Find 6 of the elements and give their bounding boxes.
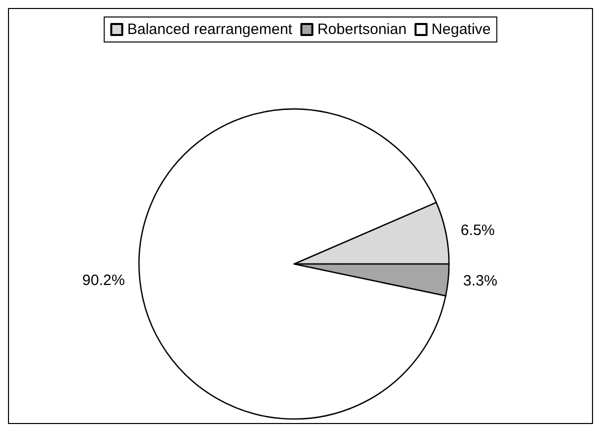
legend-label: Balanced rearrangement [127,21,294,38]
data-label: 3.3% [463,272,498,290]
data-label: 90.2% [82,272,125,290]
legend-label: Robertsonian [317,21,407,38]
data-label: 6.5% [460,222,495,240]
legend-label: Negative [432,21,491,38]
